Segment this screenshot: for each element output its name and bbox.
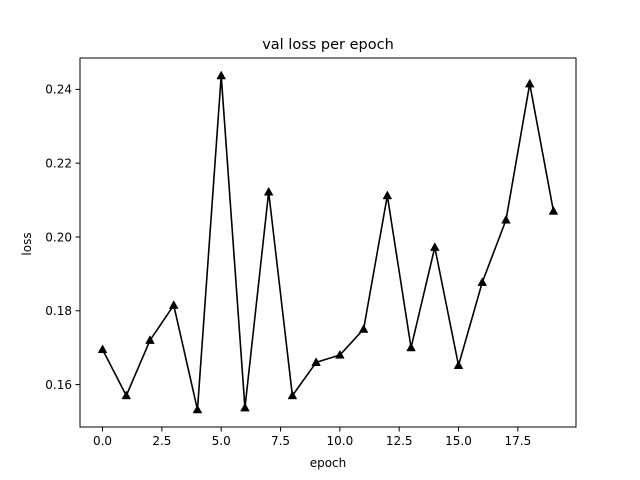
data-point-marker <box>429 242 440 251</box>
data-point-marker <box>382 190 393 200</box>
data-point-marker <box>501 214 511 224</box>
plot-frame <box>79 57 577 428</box>
data-point-marker <box>216 70 227 80</box>
data-point-marker <box>453 360 464 369</box>
x-tick-label: 7.5 <box>271 434 290 448</box>
x-tick-label: 17.5 <box>504 434 531 448</box>
data-point-marker <box>97 344 108 354</box>
data-point-marker <box>145 335 155 344</box>
x-tick-label: 12.5 <box>386 434 413 448</box>
y-tick-label: 0.18 <box>45 304 72 318</box>
data-point-marker <box>335 349 345 359</box>
y-tick-label: 0.22 <box>45 156 72 170</box>
x-axis-label: epoch <box>310 456 347 470</box>
data-point-marker <box>524 78 535 88</box>
data-point-marker <box>548 206 559 215</box>
series-layer <box>97 70 559 414</box>
data-point-marker <box>168 300 179 309</box>
data-point-marker <box>358 324 369 333</box>
chart-title: val loss per epoch <box>262 37 394 53</box>
data-point-marker <box>192 404 203 414</box>
data-point-marker <box>287 390 298 400</box>
data-point-marker <box>311 357 321 366</box>
y-tick-label: 0.20 <box>45 230 72 244</box>
data-point-marker <box>477 277 488 286</box>
x-tick-label: 5.0 <box>212 434 231 448</box>
x-tick-label: 2.5 <box>152 434 171 448</box>
series-line <box>101 74 555 411</box>
x-tick-label: 0.0 <box>93 434 112 448</box>
data-point-marker <box>240 402 250 412</box>
data-point-marker <box>406 342 416 352</box>
x-tick-label: 10.0 <box>327 434 354 448</box>
y-tick-label: 0.16 <box>45 378 72 392</box>
x-tick-label: 15.0 <box>445 434 472 448</box>
y-axis-ticks: 0.16 0.18 0.20 0.22 0.24 <box>45 83 80 392</box>
y-axis-label: loss <box>20 232 34 255</box>
data-point-marker <box>121 390 132 400</box>
data-point-marker <box>263 186 274 196</box>
y-tick-label: 0.24 <box>45 83 72 97</box>
plot-area <box>79 57 577 428</box>
x-axis-ticks: 0.0 2.5 5.0 7.5 10.0 12.5 15.0 17.5 <box>93 427 531 448</box>
